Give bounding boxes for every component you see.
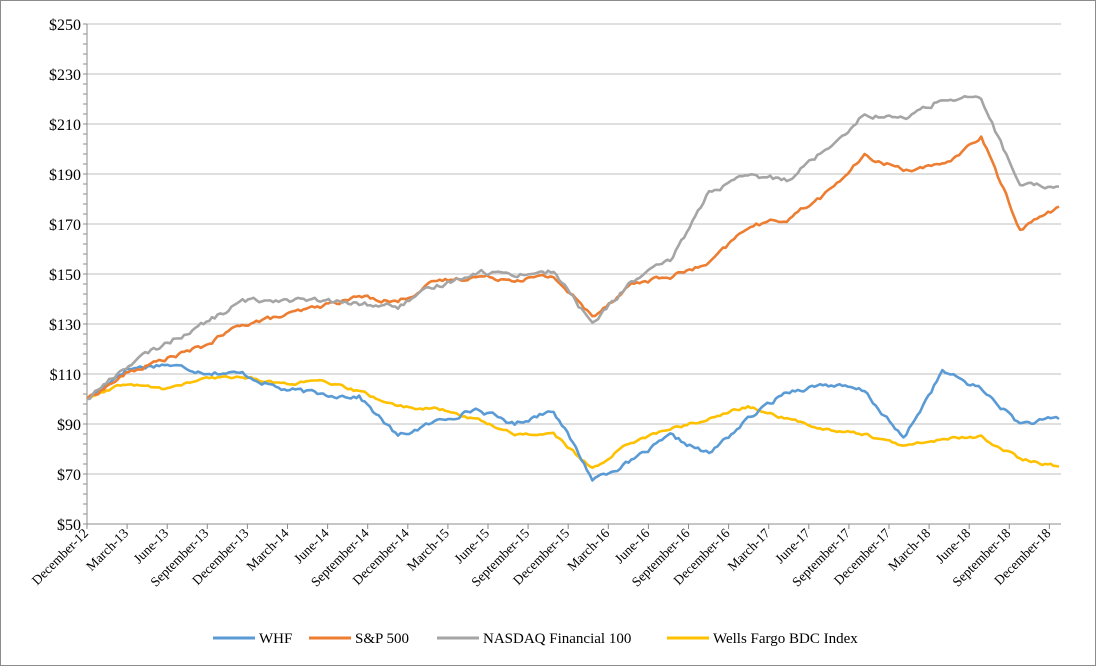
x-tick-label: December-12 — [29, 526, 91, 588]
y-tick-label: $150 — [49, 267, 81, 284]
y-tick-label: $130 — [49, 317, 81, 334]
x-tick-label: March-14 — [243, 525, 291, 573]
y-tick-label: $250 — [49, 17, 81, 34]
x-tick-label: March-13 — [83, 525, 131, 573]
x-tick-label: March-16 — [564, 525, 612, 573]
series-line-whf — [86, 363, 1060, 482]
y-tick-label: $170 — [49, 217, 81, 234]
legend-label: Wells Fargo BDC Index — [713, 631, 858, 647]
y-tick-label: $50 — [57, 517, 81, 534]
y-axis: $250 $230 $210 $190 $170 $150 $130 $110 $90 $70 $5… — [49, 17, 88, 534]
y-tick-label: $70 — [57, 467, 81, 484]
y-tick-label: $210 — [49, 117, 81, 134]
x-tick-label: March-15 — [404, 525, 452, 573]
legend-label: S&P 500 — [355, 631, 409, 647]
y-tick-label: $110 — [50, 367, 81, 384]
gridlines — [87, 23, 1061, 525]
y-tick-label: $190 — [49, 167, 81, 184]
series-line-nasdaq-financial-100 — [86, 95, 1060, 401]
series-lines — [86, 95, 1060, 482]
x-tick-label: March-18 — [885, 525, 933, 573]
series-line-s-p-500 — [86, 135, 1060, 400]
x-tick-label: March-17 — [725, 525, 773, 573]
legend-label: WHF — [259, 631, 292, 647]
y-tick-label: $90 — [57, 417, 81, 434]
legend-label: NASDAQ Financial 100 — [483, 631, 631, 647]
legend: WHF S&P 500 NASDAQ Financial 100 Wells Farg… — [213, 631, 858, 647]
y-tick-label: $230 — [49, 67, 81, 84]
